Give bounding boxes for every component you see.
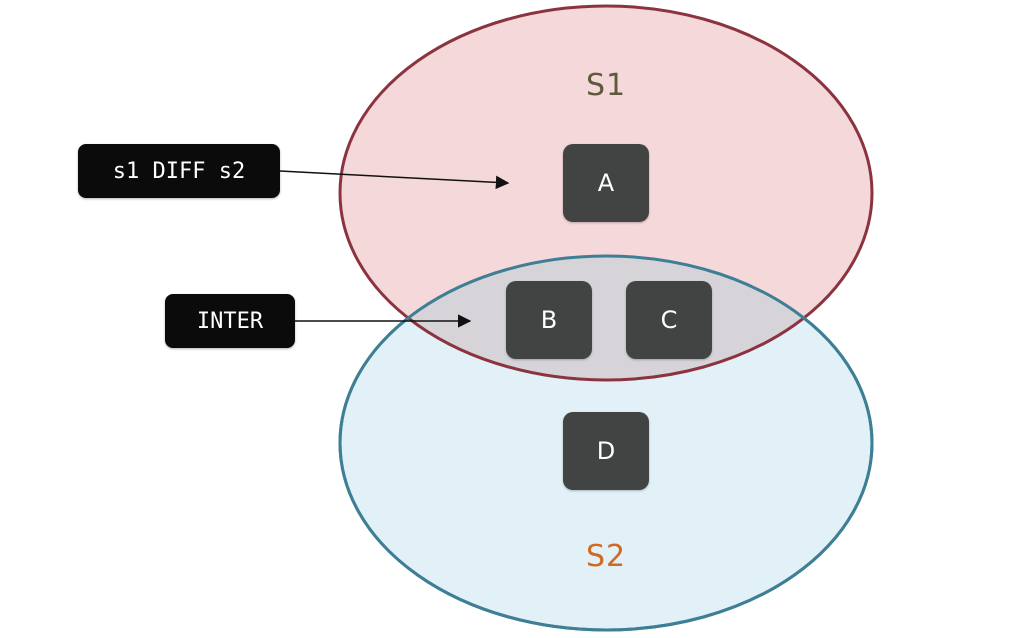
element-c: C	[626, 281, 712, 359]
set-s2-outline	[338, 254, 874, 632]
set-s2-label: S2	[586, 539, 627, 574]
inter-callout: INTER	[165, 294, 295, 348]
intersection-region	[340, 256, 872, 380]
diff-callout: s1 DIFF s2	[78, 144, 280, 198]
set-s1-label: S1	[586, 68, 627, 103]
set-s1-outline	[338, 4, 874, 382]
element-d: D	[563, 412, 649, 490]
diff-arrow	[279, 170, 510, 190]
element-b: B	[506, 281, 592, 359]
element-a: A	[563, 144, 649, 222]
